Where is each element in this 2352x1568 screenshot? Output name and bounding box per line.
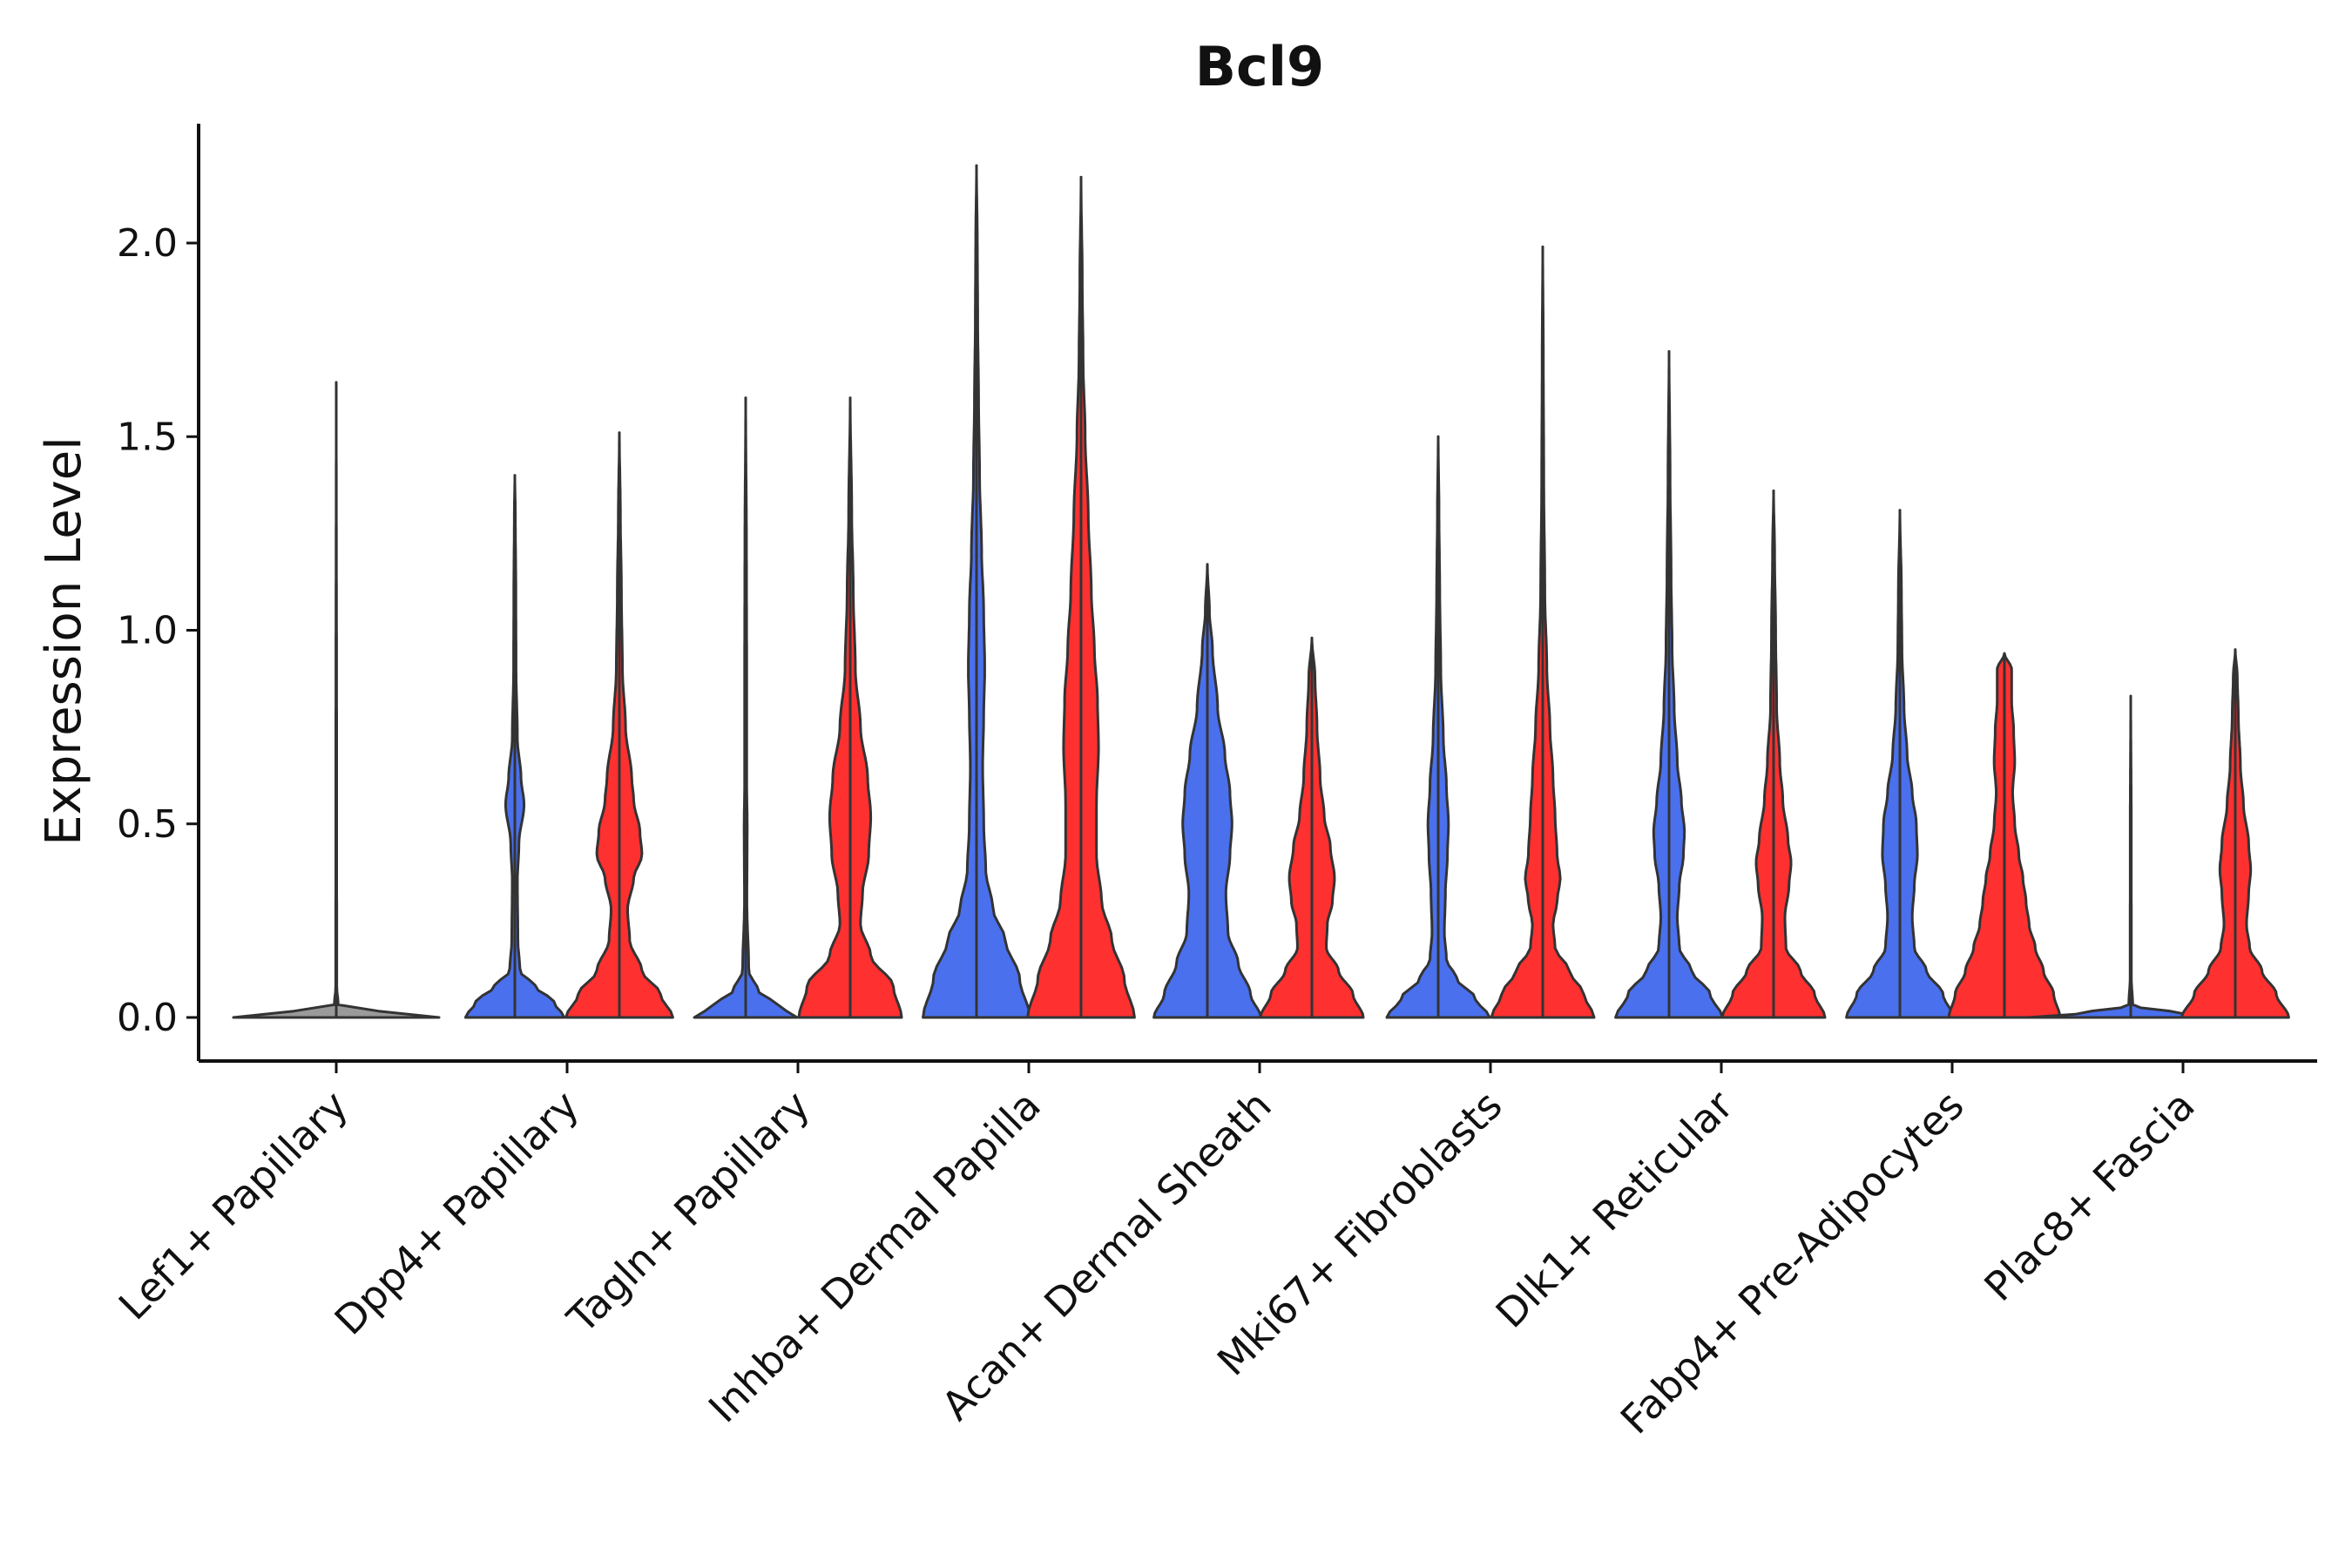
violin-right-half [848,396,903,1019]
violin-left-half [1436,435,1491,1019]
violin-left-half [693,396,747,1019]
violin-left-half [1152,563,1209,1019]
violin-left-half [1845,509,1902,1019]
violin-right-half [618,431,674,1019]
y-axis: 0.0 0.5 1.0 1.5 2.0 [117,124,200,1061]
y-tick-label: 0.0 [117,996,178,1040]
violin-group [1385,245,1596,1019]
violin-left-half [1614,350,1671,1019]
violin-right-half [1310,636,1365,1019]
violin-group [1152,563,1365,1019]
violin-right-half [1541,245,1596,1019]
violin-right-half [564,431,621,1019]
x-tick-label: Dlk1+ Reticular [1487,1082,1742,1337]
violin-right-half [1490,245,1544,1019]
violin-group [1614,350,1827,1019]
violin-left-half [1206,563,1262,1019]
x-tick-label: Plac8+ Fascia [1975,1082,2203,1310]
y-tick-label: 1.0 [117,609,178,653]
violin-right-half [1720,490,1775,1019]
y-tick-label: 1.5 [117,415,178,459]
violin-group [232,381,441,1019]
violin-right-half [1079,175,1136,1019]
violin-group [693,396,903,1019]
violin-left-half [744,396,799,1019]
x-tick-label: Lef1+ Papillary [110,1082,357,1329]
violin-left-half [975,164,1031,1019]
violin-left-half [1385,435,1440,1019]
violin-right-half [1772,490,1827,1019]
violin-group [1845,509,2062,1019]
violin-left-half [1898,509,1955,1019]
violin-right-half [2003,652,2062,1019]
y-tick-label: 0.5 [117,802,178,847]
violin-group [2026,648,2290,1019]
violin-group [922,164,1136,1019]
violin-left-half [2129,694,2235,1019]
x-tick-label: Tagln+ Papillary [558,1082,819,1343]
y-axis-label: Expression Level [36,436,92,846]
violin-right-half [1259,636,1314,1019]
violin-left-half [463,474,517,1019]
x-tick-label: Dpp4+ Papillary [326,1082,588,1344]
violin-group [463,431,674,1019]
violins-layer [232,164,2290,1019]
violin-right-half [1026,175,1083,1019]
violin-left-half [922,164,978,1019]
violin-left-half [513,474,566,1019]
violin-flat-half [232,381,338,1019]
violin-right-half [2234,648,2290,1019]
violin-right-half [797,396,852,1019]
chart-title: Bcl9 [1195,35,1324,98]
violin-flat-half [335,381,441,1019]
violin-right-half [2180,648,2237,1019]
violin-right-half [1947,652,2006,1019]
violin-left-half [1667,350,1724,1019]
y-tick-label: 2.0 [117,221,178,266]
